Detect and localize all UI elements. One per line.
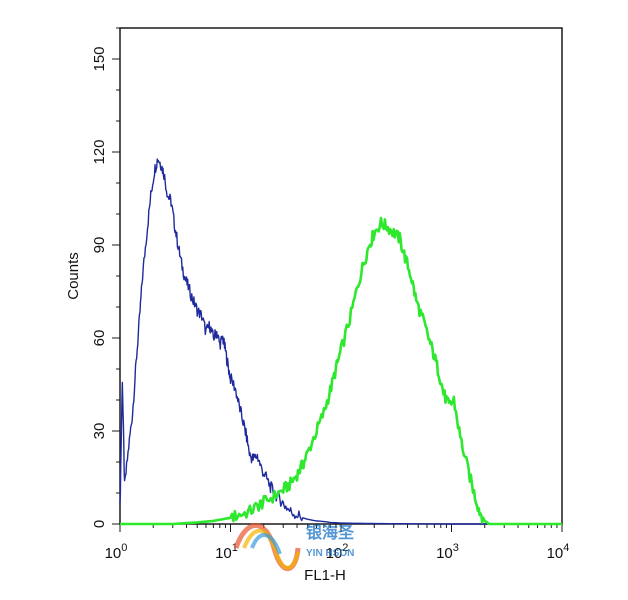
y-axis-ticks: 0 30 60 90 120 150 (91, 27, 120, 528)
y-axis-label: Counts (65, 252, 82, 300)
watermark-logo: 银海圣 YIN HSON (233, 523, 355, 572)
histogram-series-1 (119, 158, 562, 525)
x-tick-label: 100 (105, 542, 128, 562)
series-layer (119, 158, 562, 526)
histogram-series-2 (120, 216, 562, 526)
y-tick-label: 30 (91, 423, 108, 440)
y-tick-label: 90 (91, 237, 108, 254)
watermark-swoosh-icon (250, 533, 282, 555)
watermark-swoosh-icon (242, 528, 300, 570)
y-tick-label: 120 (91, 139, 108, 164)
x-tick-label: 103 (436, 542, 459, 562)
x-tick-label: 102 (326, 542, 349, 562)
x-tick-label: 101 (215, 542, 238, 562)
plot-frame (119, 27, 563, 525)
y-tick-label: 150 (91, 46, 108, 71)
x-axis-label: FL1-H (304, 567, 346, 584)
y-tick-label: 0 (91, 520, 108, 528)
y-tick-label: 60 (91, 330, 108, 347)
watermark-text-en: YIN HSON (306, 548, 354, 559)
x-tick-label: 104 (547, 542, 570, 562)
watermark-text-cn: 银海圣 (306, 523, 355, 542)
x-axis-ticks: 100 101 102 103 104 (105, 524, 570, 562)
